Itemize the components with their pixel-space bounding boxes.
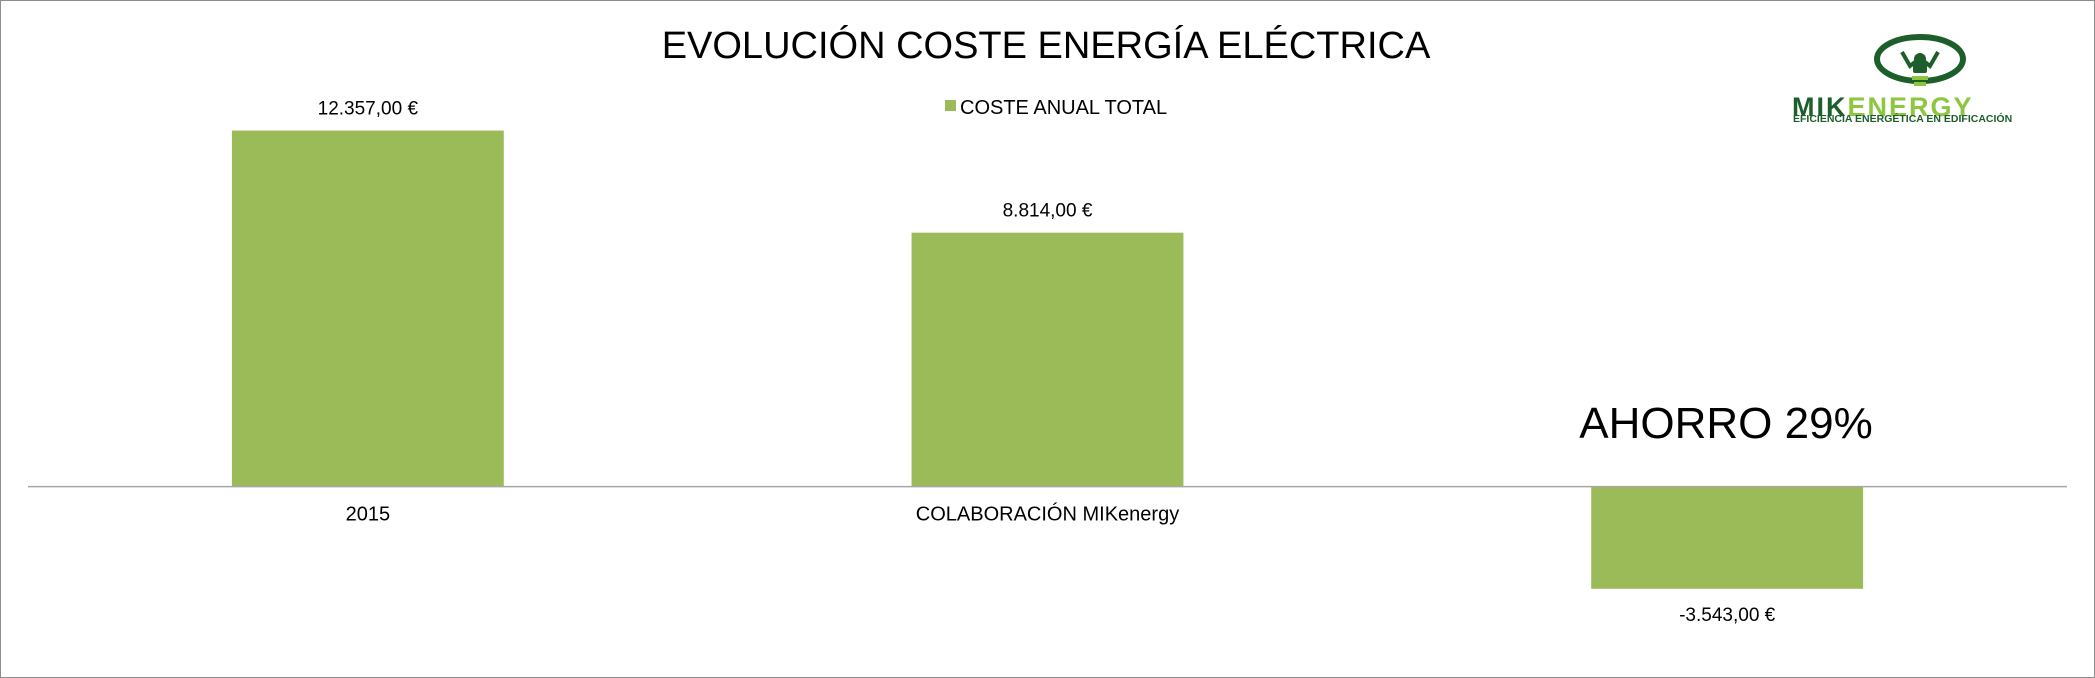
logo-wordmark: MIKENERGY: [1792, 92, 1974, 122]
bar-1: [911, 232, 1184, 487]
category-label-1: COLABORACIÓN MIKenergy: [916, 503, 1179, 526]
bar-0: [231, 130, 504, 487]
legend-swatch: [945, 100, 956, 111]
data-label-1: 8.814,00 €: [1003, 201, 1093, 222]
data-label-2: -3.543,00 €: [1679, 605, 1776, 626]
legend-label: COSTE ANUAL TOTAL: [960, 97, 1167, 119]
category-label-0: 2015: [346, 504, 391, 526]
legend: COSTE ANUAL TOTAL: [945, 97, 1167, 119]
bars-layer: [231, 130, 1864, 589]
logo-tagline: EFICIENCIA ENERGÉTICA EN EDIFICACIÓN: [1793, 112, 2012, 125]
mikenergy-logo: MIKENERGY EFICIENCIA ENERGÉTICA EN EDIFI…: [1792, 34, 2012, 125]
data-label-0: 12.357,00 €: [318, 99, 419, 120]
savings-annotation: AHORRO 29%: [1579, 399, 1872, 448]
bar-2: [1591, 486, 1864, 589]
labels-layer: 12.357,00 € 2015 8.814,00 € COLABORACIÓN MI…: [318, 99, 1776, 626]
chart-title: EVOLUCIÓN COSTE ENERGÍA ELÉCTRICA: [662, 24, 1431, 67]
lightbulb-icon: [1874, 34, 1966, 86]
